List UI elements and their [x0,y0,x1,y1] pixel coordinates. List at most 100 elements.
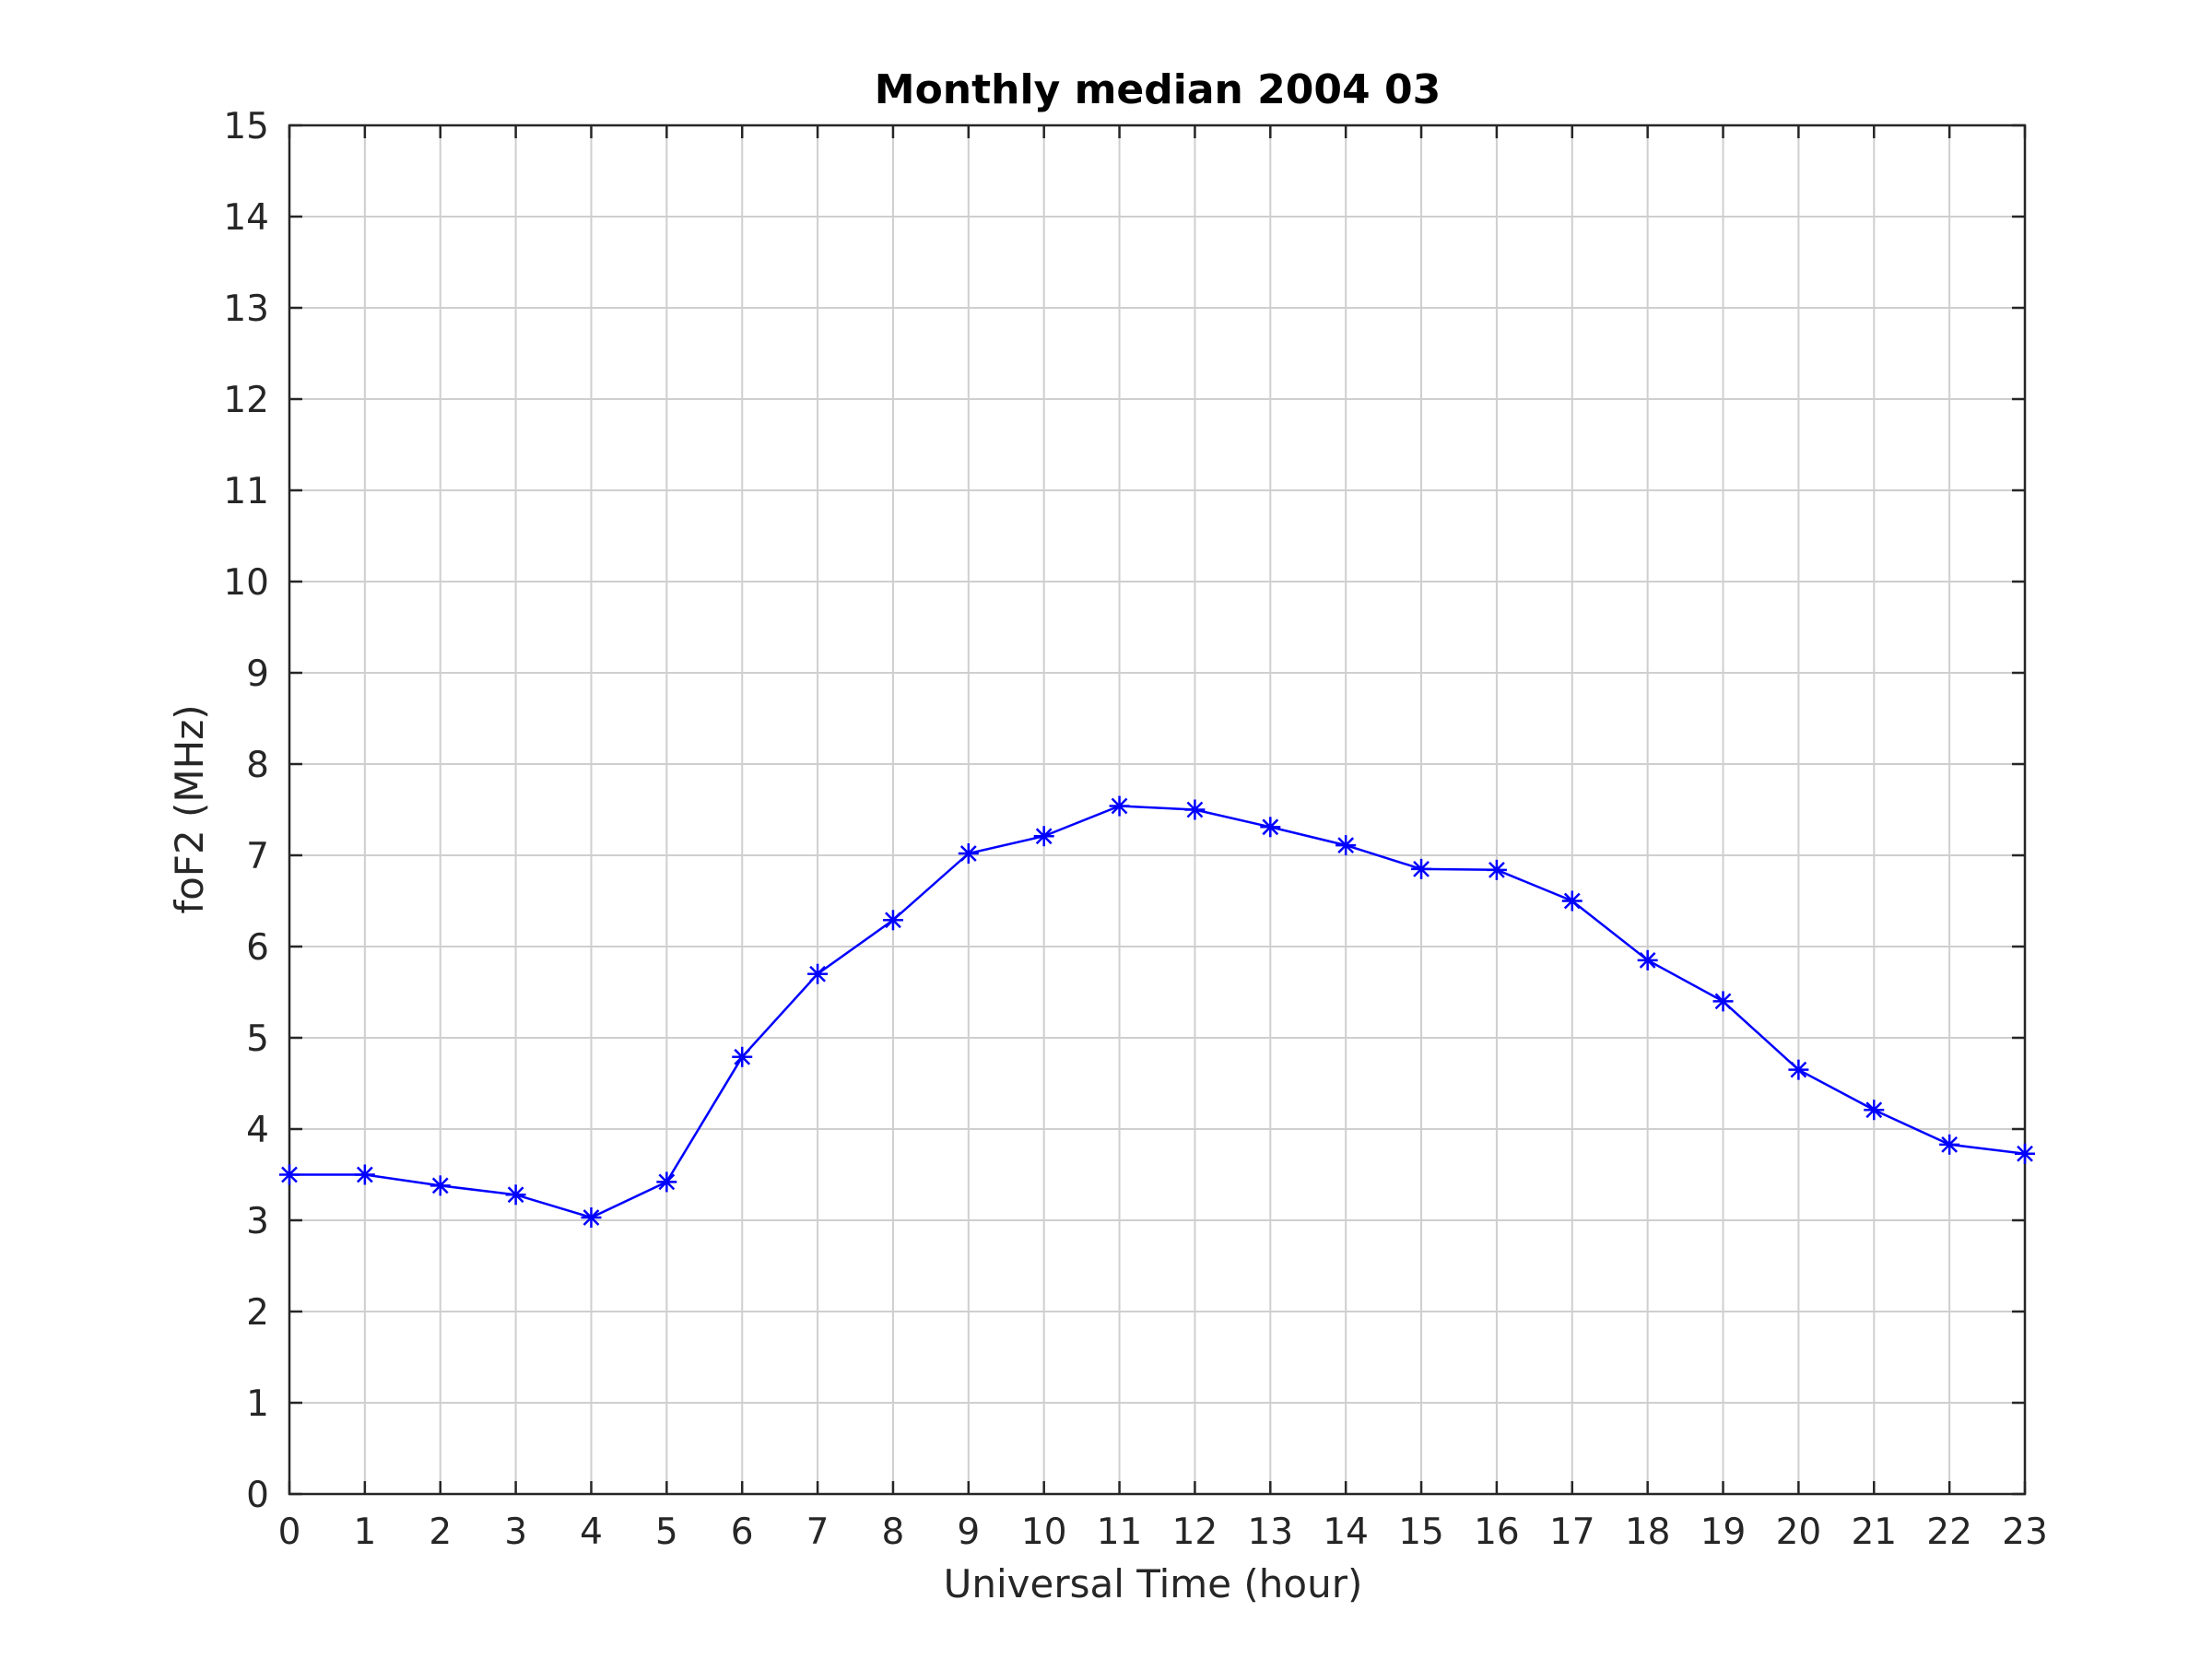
marker-stroke [582,1209,600,1226]
data-point-marker [1637,949,1658,971]
y-tick-label: 9 [246,653,269,695]
data-point-marker [1864,1100,1885,1121]
data-point-marker [882,910,903,931]
y-tick-label: 12 [223,380,269,421]
marker-stroke [1790,1061,1807,1078]
marker-stroke [1639,951,1656,969]
y-tick-label: 5 [246,1018,269,1060]
x-tick-label: 5 [655,1512,678,1553]
marker-stroke [507,1186,524,1204]
marker-stroke [1413,860,1430,877]
x-tick-label: 20 [1776,1512,1822,1553]
y-tick-label: 8 [246,745,269,786]
x-tick-label: 23 [2002,1512,2048,1553]
x-tick-label: 12 [1172,1512,1218,1553]
data-point-marker [1411,858,1432,879]
y-tick-label: 6 [246,927,269,969]
data-point-marker [1788,1059,1809,1080]
data-point-marker [429,1175,451,1196]
marker-stroke [1262,818,1279,836]
data-point-marker [1033,826,1054,847]
data-point-marker [807,963,829,984]
axes-background [289,125,2025,1494]
x-tick-label: 3 [504,1512,527,1553]
x-tick-label: 18 [1625,1512,1671,1553]
data-point-marker [1939,1134,1960,1155]
data-point-marker [354,1164,375,1185]
x-tick-label: 2 [429,1512,452,1553]
series-line [289,805,2026,1219]
data-point-marker [1184,799,1206,820]
series-layer [279,795,2035,1229]
marker-stroke [1563,892,1581,910]
x-tick-label: 21 [1851,1512,1897,1553]
x-tick-label: 11 [1097,1512,1143,1553]
data-point-marker [505,1184,526,1206]
y-tick-label: 3 [246,1201,269,1242]
x-tick-label: 17 [1549,1512,1595,1553]
marker-stroke [281,1166,298,1183]
data-point-marker [1109,795,1130,817]
y-tick-label: 15 [223,106,269,147]
marker-stroke [1035,828,1053,845]
marker-stroke [2017,1145,2033,1162]
x-tick-labels: 0 1 2 3 4 5 6 7 8 9 10 11 12 13 14 15 16 17 18 19 20 21 22 23 [278,1512,2048,1553]
x-tick-label: 6 [731,1512,754,1553]
marker-stroke [959,845,977,862]
x-tick-label: 4 [580,1512,603,1553]
tick-marks [288,124,2027,1496]
data-point-marker [1335,835,1357,856]
data-point-marker [279,1164,300,1185]
x-tick-label: 10 [1021,1512,1067,1553]
marker-stroke [809,965,826,982]
marker-stroke [1111,797,1128,815]
x-tick-label: 15 [1398,1512,1444,1553]
x-tick-label: 19 [1700,1512,1747,1553]
y-tick-label: 11 [223,471,269,512]
y-tick-label: 14 [223,197,269,239]
x-tick-label: 16 [1474,1512,1520,1553]
y-tick-label: 13 [223,288,269,330]
marker-stroke [885,912,901,929]
axes-box [288,124,2027,1496]
x-tick-label: 7 [806,1512,830,1553]
y-tick-label: 0 [246,1475,269,1516]
marker-stroke [431,1177,449,1194]
x-tick-label: 0 [278,1512,301,1553]
x-tick-label: 14 [1323,1512,1369,1553]
data-point-marker [2015,1143,2035,1164]
data-point-marker [1486,859,1507,880]
data-point-marker [1260,817,1281,838]
data-point-marker [732,1046,753,1067]
data-point-marker [1561,890,1583,912]
y-tick-label: 2 [246,1292,269,1334]
y-tick-label: 4 [246,1110,269,1151]
x-tick-label: 1 [353,1512,376,1553]
data-point-marker [581,1207,602,1229]
marker-stroke [658,1173,676,1191]
marker-stroke [734,1048,751,1065]
y-tick-label: 10 [223,562,269,604]
x-tick-label: 13 [1247,1512,1293,1553]
marker-stroke [1488,861,1505,878]
data-point-marker [656,1171,677,1193]
y-tick-label: 1 [246,1383,269,1425]
marker-stroke [1941,1135,1959,1153]
marker-stroke [1865,1101,1883,1119]
marker-stroke [356,1166,373,1183]
data-point-marker [958,843,979,865]
x-tick-label: 9 [957,1512,980,1553]
y-axis-label: foF2 (MHz) [167,704,212,913]
x-tick-label: 8 [882,1512,905,1553]
plot-area: 0 1 2 3 4 5 6 7 8 9 10 11 12 13 14 15 16 17 18 19 20 21 22 23 0… [223,106,2047,1553]
marker-stroke [1714,993,1732,1010]
x-axis-label: Universal Time (hour) [944,1561,1363,1606]
marker-stroke [1186,801,1204,818]
y-tick-label: 7 [246,836,269,877]
x-tick-label: 22 [1926,1512,1972,1553]
data-point-marker [1712,991,1734,1012]
marker-stroke [1337,837,1355,853]
chart-title: Monthly median 2004 03 [875,66,1441,113]
